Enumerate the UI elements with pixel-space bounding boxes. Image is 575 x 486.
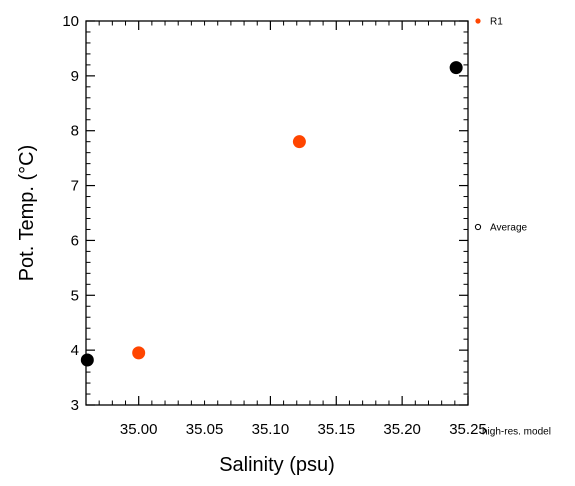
data-points (80, 61, 463, 367)
x-tick-label: 35.00 (120, 421, 158, 438)
y-tick-label: 4 (71, 342, 79, 359)
y-tick-label: 10 (62, 13, 79, 30)
legend-label: Average (490, 223, 528, 234)
x-tick-label: 35.10 (252, 421, 290, 438)
legend: R1 Average high-res. model (474, 17, 551, 438)
y-tick-label: 6 (71, 232, 79, 249)
y-tick-label: 5 (71, 287, 79, 304)
plot-frame (85, 20, 469, 406)
x-tick-label: 35.25 (449, 421, 487, 438)
data-point-r1 (132, 346, 146, 360)
legend-marker (475, 18, 481, 24)
y-tick-label: 7 (71, 178, 79, 195)
y-tick-label: 3 (71, 397, 79, 414)
axis-ticks: 3 4 5 6 7 8 9 10 35.00 35.05 35.10 35.15 35.20 35.25 (62, 13, 486, 438)
data-point-average (80, 353, 94, 367)
plot-area (85, 20, 469, 406)
legend-label: R1 (490, 17, 503, 28)
x-tick-label: 35.20 (383, 421, 421, 438)
y-axis-title: Pot. Temp. (°C) (16, 145, 38, 282)
y-tick-label: 8 (71, 123, 79, 140)
y-tick-label: 9 (71, 68, 79, 85)
legend-marker (474, 223, 482, 231)
data-point-r1 (292, 135, 306, 149)
x-tick-label: 35.15 (318, 421, 356, 438)
legend-label: high-res. model (482, 427, 551, 438)
x-axis-title: Salinity (psu) (219, 454, 335, 476)
data-point-average (449, 61, 463, 75)
x-tick-label: 35.05 (186, 421, 224, 438)
